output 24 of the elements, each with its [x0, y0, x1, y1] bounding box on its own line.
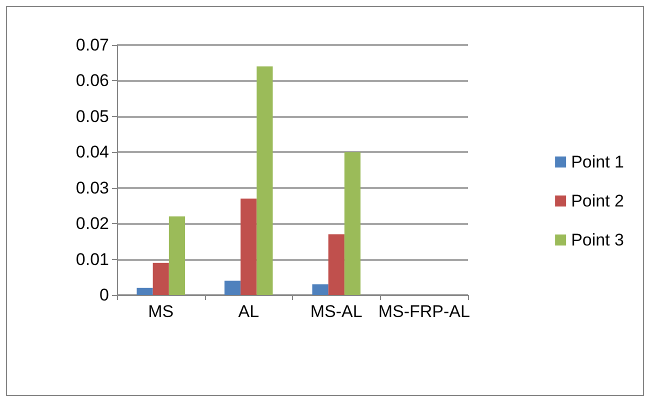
bar	[256, 66, 273, 295]
y-tick-label: 0.05	[76, 106, 109, 126]
bar	[312, 284, 328, 295]
bar	[344, 152, 361, 295]
bar	[240, 198, 257, 295]
x-tick-label: MS-FRP-AL	[378, 302, 470, 321]
bar	[224, 280, 241, 295]
bar	[136, 288, 153, 295]
x-tick-label: MS-AL	[310, 302, 362, 321]
y-tick-label: 0	[100, 286, 109, 304]
y-tick-label: 0.02	[76, 214, 109, 234]
y-tick-label: 0.07	[76, 36, 109, 54]
legend-label: Point 1	[571, 152, 624, 172]
y-tick-label: 0.06	[76, 71, 109, 90]
legend-label: Point 3	[571, 230, 624, 250]
y-tick-label: 0.04	[76, 142, 109, 162]
bar	[152, 262, 169, 295]
y-tick-label: 0.01	[76, 250, 109, 269]
bar	[168, 216, 186, 295]
x-tick-label: MS	[148, 302, 174, 321]
x-tick-label: AL	[238, 302, 260, 321]
y-tick-label: 0.03	[76, 178, 109, 198]
bar	[328, 234, 344, 295]
legend-label: Point 2	[571, 192, 624, 210]
